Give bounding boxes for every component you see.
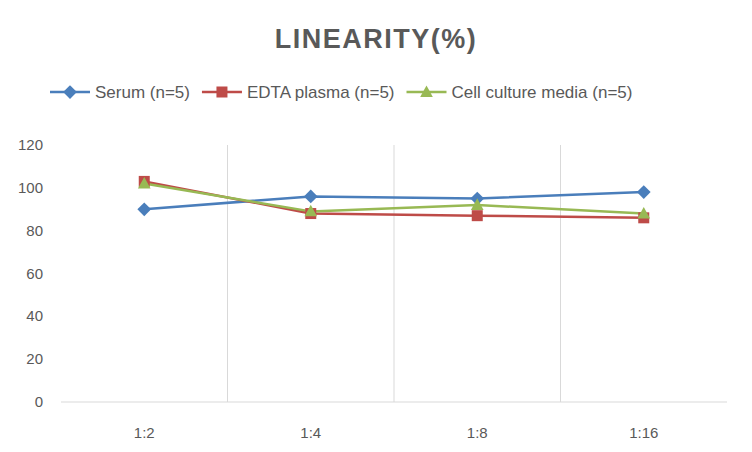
- point: [138, 177, 151, 189]
- background: [0, 0, 752, 452]
- legend-label: Cell culture media (n=5): [452, 83, 633, 102]
- grid-line: [560, 145, 561, 402]
- legend-marker: [63, 85, 77, 99]
- point: [637, 207, 650, 219]
- legend-label: Serum (n=5): [95, 83, 190, 102]
- y-tick-label: 80: [26, 222, 43, 239]
- x-tick-label: 1:8: [467, 424, 488, 441]
- y-tick: [57, 230, 61, 231]
- y-tick: [57, 145, 61, 146]
- y-tick-label: 100: [18, 179, 43, 196]
- point: [471, 198, 484, 210]
- y-tick-label: 40: [26, 307, 43, 324]
- point: [304, 190, 318, 204]
- y-tick: [57, 359, 61, 360]
- legend-label: EDTA plasma (n=5): [247, 83, 395, 102]
- series-line: [144, 184, 644, 214]
- legend: Serum (n=5) EDTA plasma (n=5) Cell culture…: [50, 83, 632, 102]
- point: [304, 205, 317, 217]
- x-axis: [61, 402, 727, 403]
- y-tick-label: 20: [26, 350, 43, 367]
- x-tick-label: 1:4: [300, 424, 321, 441]
- point: [472, 210, 483, 221]
- point: [137, 202, 151, 216]
- grid-line: [394, 145, 395, 402]
- y-tick-label: 60: [26, 265, 43, 282]
- plot-area: [137, 176, 650, 223]
- grid-line: [227, 145, 228, 402]
- y-tick: [57, 187, 61, 188]
- y-tick: [57, 316, 61, 317]
- point: [637, 185, 651, 199]
- legend-marker: [216, 87, 227, 98]
- y-tick-label: 120: [18, 136, 43, 153]
- title: LINEARITY(%): [275, 24, 478, 54]
- x-tick-label: 1:16: [629, 424, 658, 441]
- y-tick-label: 0: [35, 393, 43, 410]
- y-tick: [57, 273, 61, 274]
- series-line: [144, 181, 644, 217]
- chart: LINEARITY(%) 0 20 40 60 80 100 120 1:2 1:4 1:8 1:16…: [0, 0, 752, 452]
- x-tick-label: 1:2: [134, 424, 155, 441]
- y-tick: [57, 402, 61, 403]
- legend-marker: [420, 85, 433, 97]
